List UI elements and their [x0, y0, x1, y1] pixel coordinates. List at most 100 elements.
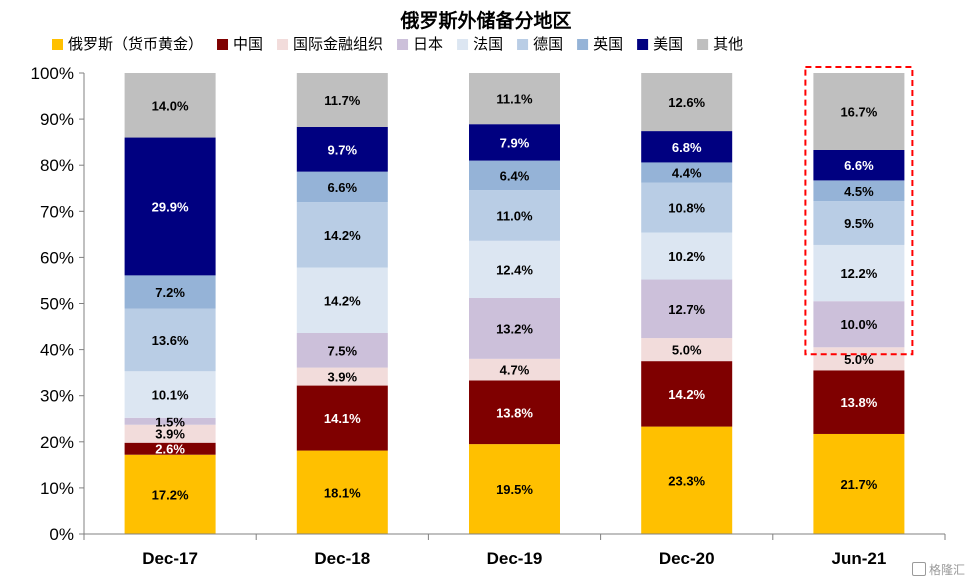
data-label: 3.9% — [155, 427, 185, 442]
legend-swatch — [397, 39, 409, 50]
y-tick-label: 20% — [40, 433, 74, 452]
data-label: 4.4% — [672, 166, 702, 181]
data-label: 12.2% — [840, 266, 877, 281]
legend-swatch — [457, 39, 469, 50]
bar-segment — [124, 275, 216, 309]
bar-segment — [813, 244, 905, 302]
legend-swatch — [217, 39, 229, 50]
bar-segment — [296, 202, 388, 268]
data-label: 2.6% — [155, 442, 185, 457]
bar-segment — [469, 160, 560, 191]
legend-swatch — [52, 39, 63, 50]
legend-swatch — [637, 39, 649, 50]
bar-segment — [469, 240, 560, 298]
y-tick-label: 60% — [40, 248, 74, 267]
bar-segment — [296, 126, 388, 172]
bar-segment — [641, 73, 733, 132]
data-label: 6.4% — [500, 168, 530, 183]
data-label: 29.9% — [152, 199, 189, 214]
data-label: 6.8% — [672, 140, 702, 155]
bar-segment — [469, 73, 560, 125]
bar-segment — [124, 137, 216, 276]
data-label: 13.8% — [840, 395, 877, 410]
legend: 俄罗斯（货币黄金） 中国 国际金融组织 日本 法国 德国 英国 美国 其他 — [52, 35, 743, 53]
bar-segment — [641, 279, 733, 339]
bars: 17.2%2.6%3.9%1.5%10.1%13.6%7.2%29.9%14.0… — [124, 73, 905, 534]
bar-segment — [641, 162, 733, 183]
bar-segment — [296, 385, 388, 451]
bar-segment — [813, 301, 905, 348]
bar-segment — [813, 370, 905, 434]
bar-segment — [813, 73, 905, 150]
highlight-box — [804, 66, 914, 356]
data-label: 13.8% — [496, 405, 533, 420]
legend-label: 德国 — [533, 35, 563, 53]
legend-swatch — [517, 39, 529, 50]
legend-swatch — [697, 39, 709, 50]
data-label: 18.1% — [324, 485, 361, 500]
watermark-text: 格隆汇 — [928, 563, 965, 577]
data-label: 13.2% — [496, 321, 533, 336]
x-tick-label: Dec-17 — [142, 549, 198, 568]
bar-segment — [296, 73, 388, 127]
x-axis: Dec-17 Dec-18 Dec-19 Dec-20 Jun-21 — [83, 533, 946, 568]
legend-label: 法国 — [473, 35, 503, 53]
data-label: 19.5% — [496, 482, 533, 497]
data-label: 5.0% — [844, 352, 874, 367]
data-label: 11.7% — [324, 93, 361, 108]
bar-segment — [641, 182, 733, 233]
watermark: 格隆汇 — [911, 561, 965, 578]
data-label: 7.9% — [500, 135, 530, 150]
bar-segment — [469, 190, 560, 241]
bar-segment — [813, 347, 905, 371]
data-label: 12.4% — [496, 262, 533, 277]
data-label: 7.2% — [155, 285, 185, 300]
bar-segment — [296, 171, 388, 203]
data-label: 13.6% — [152, 333, 189, 348]
bar-segment — [124, 371, 216, 418]
bar-segment — [641, 361, 733, 427]
data-label: 14.2% — [324, 228, 361, 243]
data-label: 6.6% — [327, 180, 357, 195]
y-tick-label: 100% — [31, 64, 74, 83]
bar-segment — [641, 232, 733, 280]
watermark-logo-icon — [911, 562, 926, 576]
legend-label: 国际金融组织 — [293, 35, 383, 53]
data-label: 17.2% — [152, 487, 189, 502]
bar-segment — [469, 124, 560, 161]
legend-swatch — [277, 39, 289, 50]
data-label: 5.0% — [672, 343, 702, 358]
bar-segment — [296, 367, 388, 386]
bar-segment — [124, 454, 216, 534]
data-label: 9.7% — [327, 142, 357, 157]
y-tick-label: 50% — [40, 295, 74, 314]
bar-segment — [296, 450, 388, 534]
bar-segment — [124, 417, 216, 425]
data-label: 6.6% — [844, 158, 874, 173]
bar-segment — [296, 267, 388, 334]
bar-segment — [124, 424, 216, 443]
data-label: 10.2% — [668, 249, 705, 264]
x-tick-label: Jun-21 — [832, 549, 887, 568]
bar-segment — [641, 131, 733, 163]
y-tick-label: 70% — [40, 202, 74, 221]
data-label: 10.0% — [840, 317, 877, 332]
bar-segment — [124, 308, 216, 372]
y-tick-label: 40% — [40, 341, 74, 360]
data-label: 14.2% — [324, 293, 361, 308]
bar-segment — [813, 180, 905, 202]
x-tick-label: Dec-19 — [487, 549, 543, 568]
bar-segment — [641, 338, 733, 362]
data-label: 14.2% — [668, 387, 705, 402]
data-label: 3.9% — [327, 370, 357, 385]
data-label: 21.7% — [840, 477, 877, 492]
data-label: 9.5% — [844, 216, 874, 231]
y-tick-label: 30% — [40, 387, 74, 406]
legend-label: 英国 — [593, 35, 623, 53]
y-tick-label: 90% — [40, 110, 74, 129]
x-tick-label: Dec-20 — [659, 549, 715, 568]
data-label: 7.5% — [327, 343, 357, 358]
bar-segment — [124, 73, 216, 138]
legend-label: 其他 — [713, 35, 743, 53]
